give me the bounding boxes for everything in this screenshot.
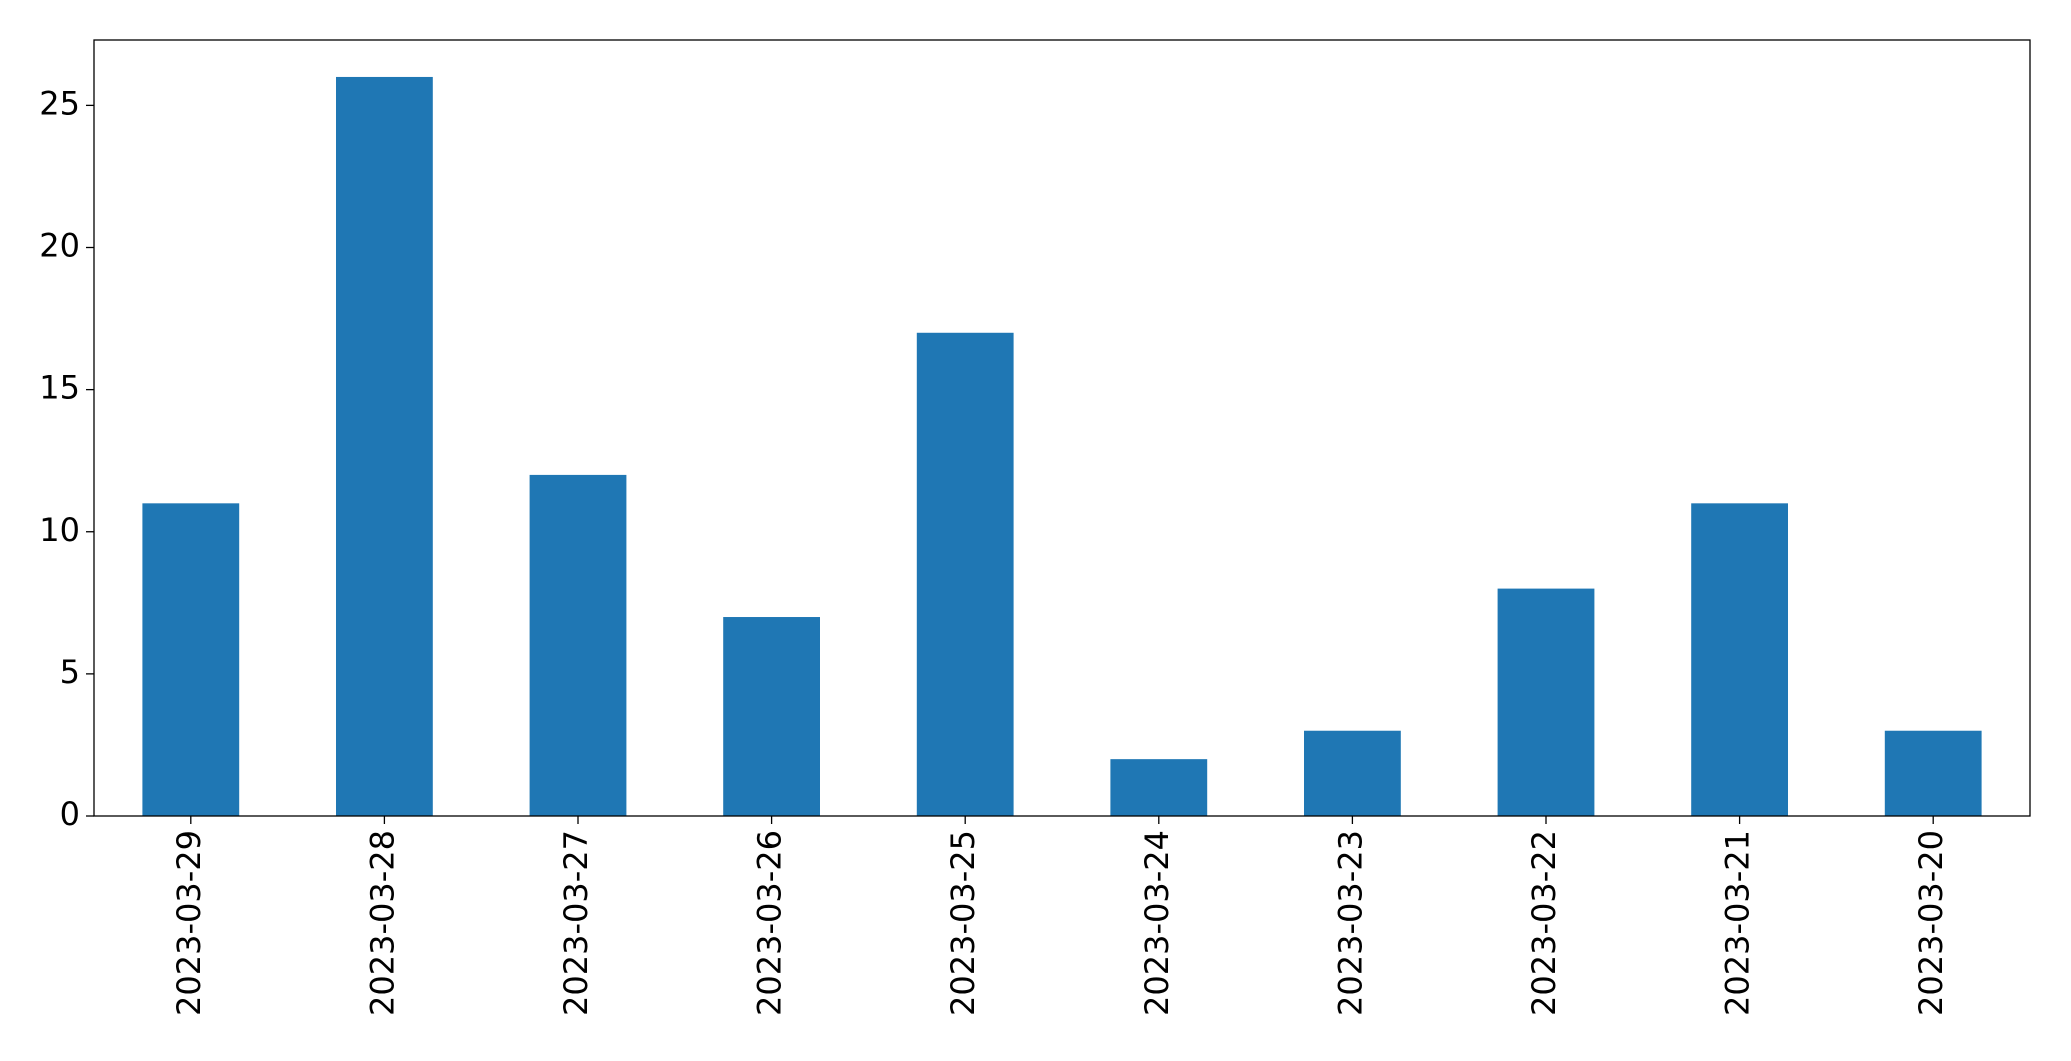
bar [142, 503, 240, 816]
bar [529, 474, 627, 816]
bar [336, 76, 433, 816]
bar [1884, 730, 1982, 816]
x-tick-label: 2023-03-20 [1912, 830, 1950, 1016]
y-tick-label: 0 [60, 795, 80, 833]
x-tick-label: 2023-03-24 [1138, 830, 1176, 1016]
y-tick-label: 20 [39, 227, 80, 265]
x-tick-label: 2023-03-25 [944, 830, 982, 1016]
bar [1110, 759, 1208, 816]
x-tick-label: 2023-03-26 [751, 830, 789, 1016]
y-tick-label: 5 [60, 653, 80, 691]
y-tick-label: 25 [39, 84, 80, 122]
x-tick-label: 2023-03-22 [1525, 830, 1563, 1016]
y-tick-label: 10 [39, 511, 80, 549]
bar [1691, 503, 1788, 816]
x-tick-label: 2023-03-28 [363, 830, 401, 1016]
x-tick-label: 2023-03-21 [1719, 830, 1757, 1016]
bar [1304, 730, 1401, 816]
bar [1497, 588, 1595, 816]
x-tick-label: 2023-03-29 [170, 830, 208, 1016]
bar [916, 332, 1014, 816]
plot-frame [93, 39, 2031, 817]
bar [723, 617, 820, 816]
x-tick-label: 2023-03-23 [1331, 830, 1369, 1016]
x-tick-label: 2023-03-27 [557, 830, 595, 1016]
y-tick-label: 15 [39, 369, 80, 407]
